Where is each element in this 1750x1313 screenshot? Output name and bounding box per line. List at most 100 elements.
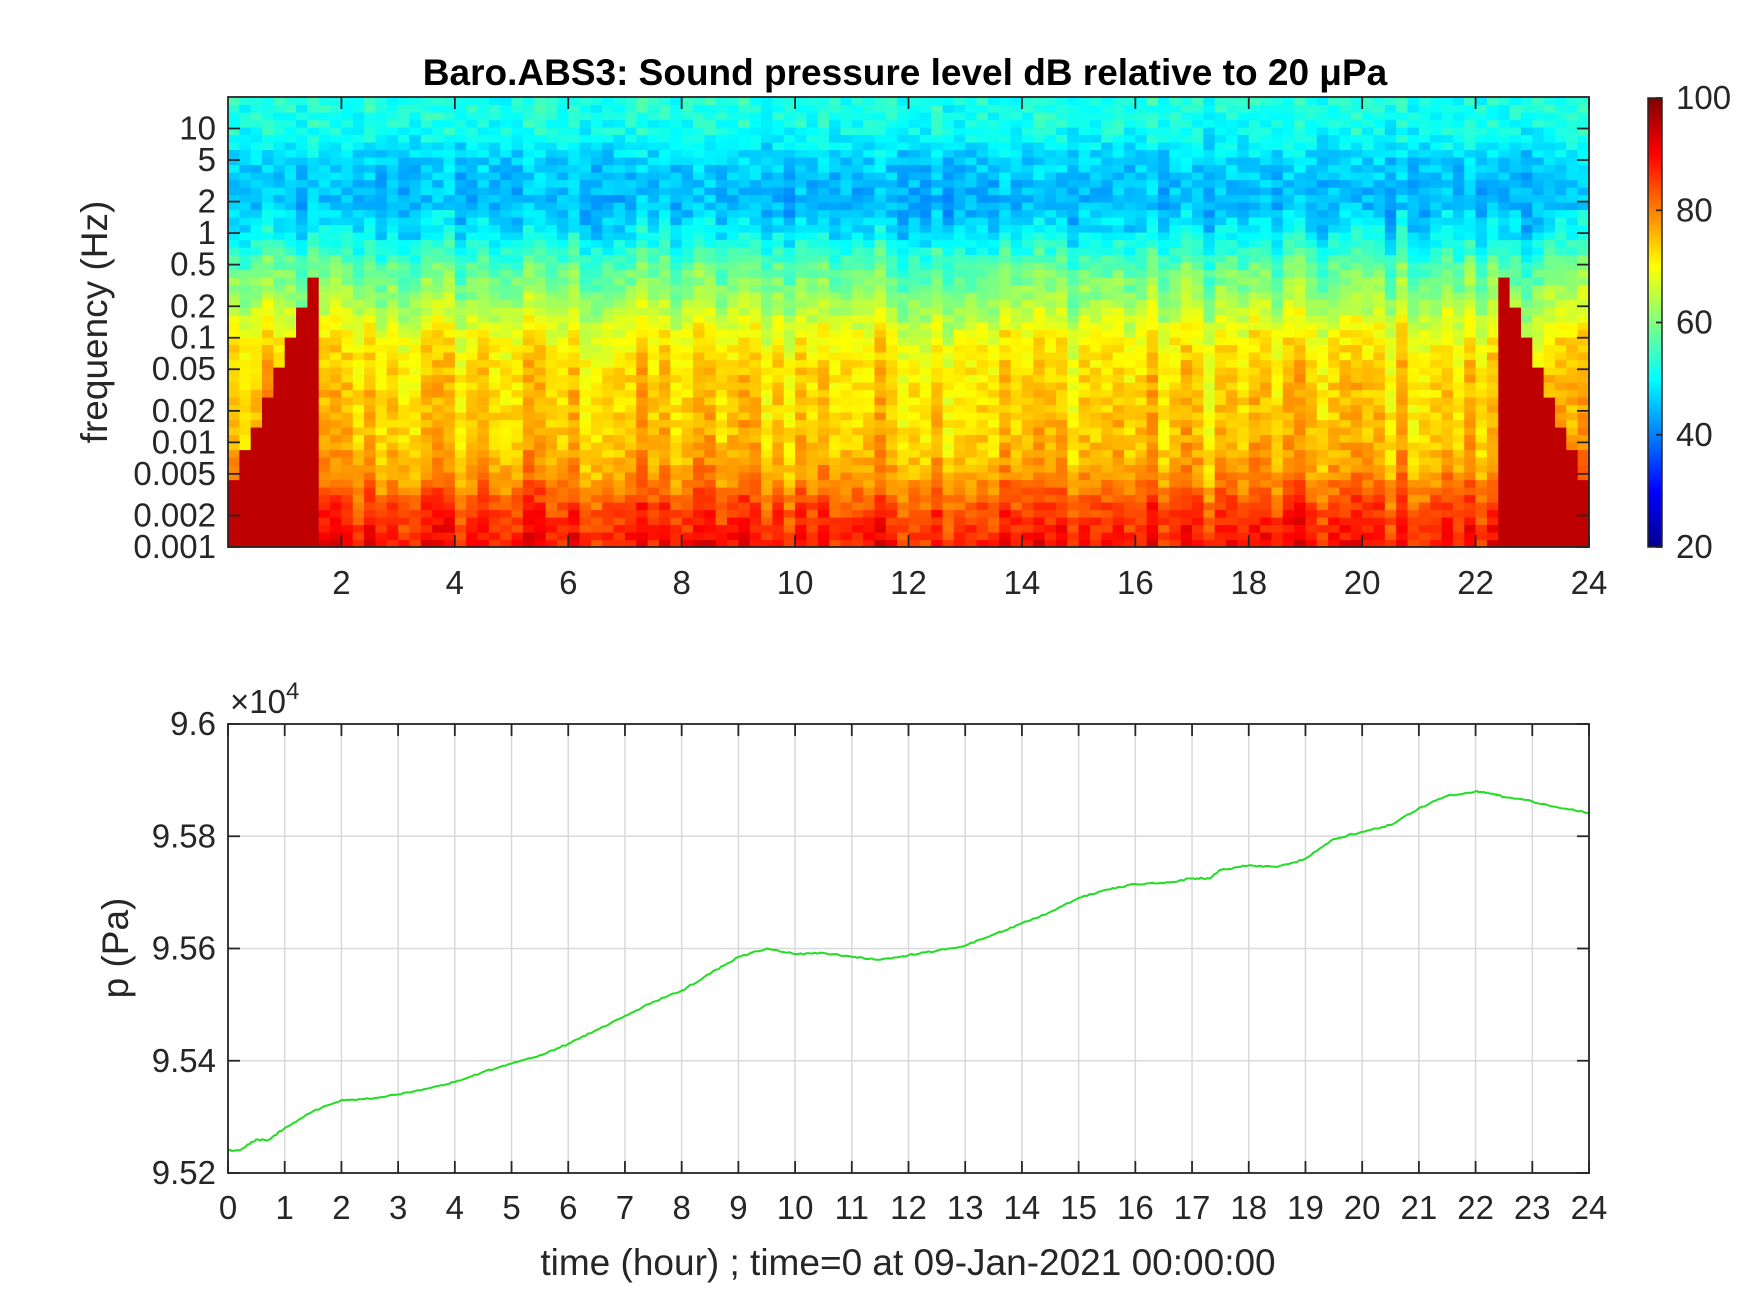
heatmap-cell bbox=[307, 187, 320, 196]
heatmap-cell bbox=[398, 344, 411, 353]
heatmap-cell bbox=[409, 524, 422, 533]
heatmap-cell bbox=[999, 217, 1012, 226]
heatmap-cell bbox=[795, 232, 808, 241]
heatmap-cell bbox=[1067, 194, 1080, 203]
heatmap-cell bbox=[829, 329, 842, 338]
heatmap-cell bbox=[1021, 412, 1034, 421]
heatmap-cell bbox=[1146, 269, 1159, 278]
heatmap-cell bbox=[488, 517, 501, 526]
heatmap-cell bbox=[1101, 202, 1114, 211]
heatmap-cell bbox=[1158, 472, 1170, 481]
heatmap-cell bbox=[897, 412, 910, 421]
heatmap-cell bbox=[704, 149, 717, 158]
heatmap-cell bbox=[908, 472, 921, 481]
heatmap-cell bbox=[885, 142, 898, 151]
heatmap-cell bbox=[987, 172, 1000, 181]
heatmap-cell bbox=[1021, 112, 1034, 121]
heatmap-cell bbox=[761, 457, 773, 466]
heatmap-cell bbox=[965, 539, 978, 548]
heatmap-cell bbox=[897, 442, 910, 451]
heatmap-cell bbox=[829, 487, 842, 496]
heatmap-cell bbox=[670, 532, 683, 541]
heatmap-cell bbox=[556, 307, 569, 316]
heatmap-cell bbox=[693, 292, 705, 301]
heatmap-cell bbox=[1044, 232, 1057, 241]
heatmap-cell bbox=[432, 397, 445, 406]
heatmap-cell bbox=[738, 209, 751, 218]
heatmap-cell bbox=[1067, 374, 1080, 383]
heatmap-cell bbox=[1101, 299, 1114, 308]
heatmap-cell bbox=[364, 419, 377, 428]
heatmap-cell bbox=[647, 224, 660, 233]
heatmap-cell bbox=[715, 374, 728, 383]
heatmap-cell bbox=[693, 359, 705, 368]
heatmap-cell bbox=[1089, 104, 1102, 113]
heatmap-cell bbox=[375, 487, 388, 496]
heatmap-cell bbox=[1089, 404, 1102, 413]
heatmap-cell bbox=[727, 337, 739, 346]
heatmap-cell bbox=[1101, 367, 1114, 376]
heatmap-cell bbox=[545, 337, 558, 346]
heatmap-cell bbox=[1033, 164, 1046, 173]
heatmap-cell bbox=[1101, 517, 1114, 526]
heatmap-cell bbox=[545, 389, 558, 398]
heatmap-cell bbox=[1123, 217, 1136, 226]
heatmap-cell bbox=[443, 239, 456, 248]
heatmap-cell bbox=[693, 479, 705, 488]
heatmap-cell bbox=[545, 194, 558, 203]
heatmap-cell bbox=[681, 202, 694, 211]
heatmap-cell bbox=[432, 262, 445, 271]
heatmap-cell bbox=[806, 172, 819, 181]
heatmap-cell bbox=[364, 232, 377, 241]
heatmap-cell bbox=[658, 464, 671, 473]
heatmap-cell bbox=[364, 104, 377, 113]
heatmap-cell bbox=[1021, 179, 1034, 188]
heatmap-cell bbox=[1044, 382, 1057, 391]
heatmap-cell bbox=[942, 352, 955, 361]
heatmap-cell bbox=[715, 127, 728, 136]
heatmap-cell bbox=[1021, 359, 1034, 368]
heatmap-cell bbox=[466, 127, 479, 136]
heatmap-cell bbox=[1089, 374, 1102, 383]
heatmap-cell bbox=[590, 397, 603, 406]
heatmap-cell bbox=[1033, 172, 1046, 181]
heatmap-cell bbox=[908, 322, 921, 331]
heatmap-cell bbox=[1146, 292, 1159, 301]
heatmap-cell bbox=[409, 149, 422, 158]
heatmap-cell bbox=[398, 187, 411, 196]
heatmap-cell bbox=[1055, 382, 1068, 391]
heatmap-cell bbox=[432, 502, 445, 511]
heatmap-cell bbox=[636, 239, 649, 248]
heatmap-cell bbox=[1055, 442, 1068, 451]
heatmap-cell bbox=[545, 532, 558, 541]
heatmap-cell bbox=[239, 134, 252, 143]
heatmap-cell bbox=[1067, 299, 1080, 308]
heatmap-cell bbox=[693, 412, 705, 421]
heatmap-cell bbox=[1078, 532, 1091, 541]
heatmap-cell bbox=[749, 277, 762, 286]
heatmap-cell bbox=[1044, 314, 1057, 323]
heatmap-cell bbox=[284, 352, 297, 361]
heatmap-cell bbox=[386, 539, 399, 548]
heatmap-cell bbox=[1089, 187, 1102, 196]
heatmap-cell bbox=[522, 419, 535, 428]
heatmap-cell bbox=[647, 142, 660, 151]
heatmap-cell bbox=[931, 329, 944, 338]
heatmap-cell bbox=[386, 277, 399, 286]
heatmap-cell bbox=[647, 352, 660, 361]
heatmap-cell bbox=[670, 382, 683, 391]
heatmap-cell bbox=[522, 434, 535, 443]
heatmap-cell bbox=[522, 329, 535, 338]
heatmap-cell bbox=[330, 187, 343, 196]
heatmap-cell bbox=[693, 314, 705, 323]
heatmap-cell bbox=[863, 389, 876, 398]
heatmap-cell bbox=[908, 314, 921, 323]
heatmap-cell bbox=[636, 232, 649, 241]
heatmap-cell bbox=[341, 127, 354, 136]
heatmap-cell bbox=[409, 142, 422, 151]
heatmap-cell bbox=[1021, 134, 1034, 143]
heatmap-cell bbox=[738, 164, 751, 173]
heatmap-cell bbox=[783, 479, 796, 488]
heatmap-cell bbox=[296, 224, 308, 233]
heatmap-cell bbox=[1010, 239, 1023, 248]
